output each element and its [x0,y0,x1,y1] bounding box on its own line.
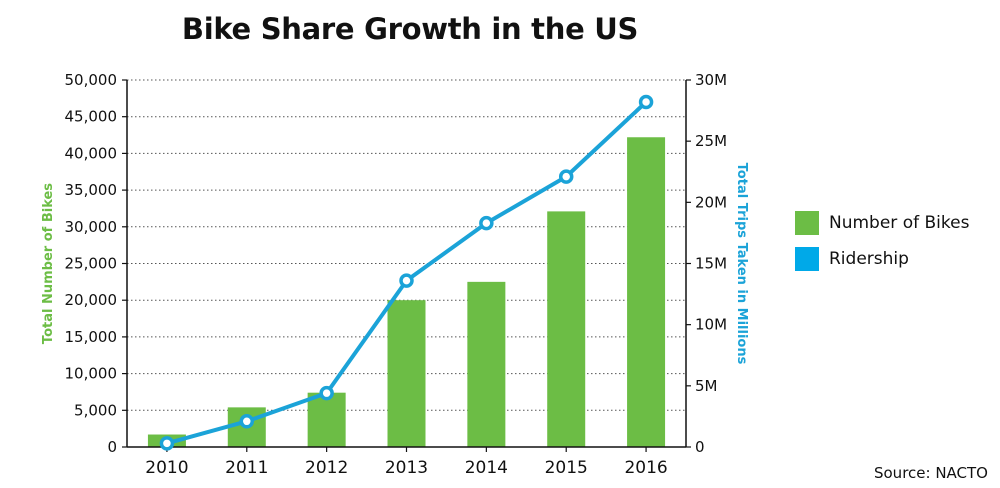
bar-2013 [387,300,426,447]
legend-label-ridership: Ridership [829,249,909,269]
y-axis-title-right: Total Trips Taken in Millions [734,163,749,365]
y-axis-title-left: Total Number of Bikes [41,183,56,344]
y-tick-label: 35,000 [65,181,118,199]
y-tick-label: 25,000 [65,255,118,273]
ridership-point-2014 [479,215,494,231]
y-tick-label: 15,000 [65,328,118,346]
y-right-tick-label: 25M [695,132,727,150]
x-tick-label: 2012 [305,458,348,478]
ridership-point-2013 [399,273,414,288]
legend-label-bikes: Number of Bikes [829,213,970,233]
legend-item-ridership: Ridership [795,246,969,272]
y-right-tick-label: 10M [695,316,727,334]
x-tick-label: 2010 [145,458,188,478]
ridership-point-2010 [159,436,175,451]
y-tick-label: 20,000 [65,291,118,309]
y-tick-label: 45,000 [65,108,118,126]
x-tick-label: 2014 [465,458,508,478]
legend-item-bikes: Number of Bikes [795,210,969,236]
x-tick-label: 2015 [545,458,588,478]
y-tick-label: 50,000 [65,71,118,89]
bar-2015 [547,211,586,447]
y-right-tick-label: 15M [695,255,727,273]
legend-swatch-ridership [795,247,819,271]
y-right-tick-label: 5M [695,377,718,395]
y-tick-label: 5,000 [74,401,117,419]
bar-2014 [467,281,506,447]
ridership-point-2015 [558,169,574,184]
x-tick-label: 2016 [624,458,667,478]
source-note: Source: NACTO [873,464,988,482]
y-tick-label: 30,000 [65,218,118,236]
ridership-point-2016 [638,94,654,110]
legend: Number of Bikes Ridership [795,210,969,282]
chart-title: Bike Share Growth in the US [181,12,639,46]
y-right-tick-label: 30M [695,71,727,89]
legend-swatch-bikes [795,211,819,235]
y-tick-label: 10,000 [65,365,118,383]
y-tick-label: 0 [107,438,117,456]
bar-2016 [627,137,666,447]
bar-2012 [307,392,346,447]
y-tick-label: 40,000 [65,144,118,162]
y-right-tick-label: 0 [695,438,705,456]
y-right-tick-label: 20M [695,193,727,211]
ridership-point-2012 [319,385,334,401]
x-tick-label: 2013 [385,458,428,478]
ridership-point-2011 [239,414,255,429]
x-tick-label: 2011 [225,458,268,478]
